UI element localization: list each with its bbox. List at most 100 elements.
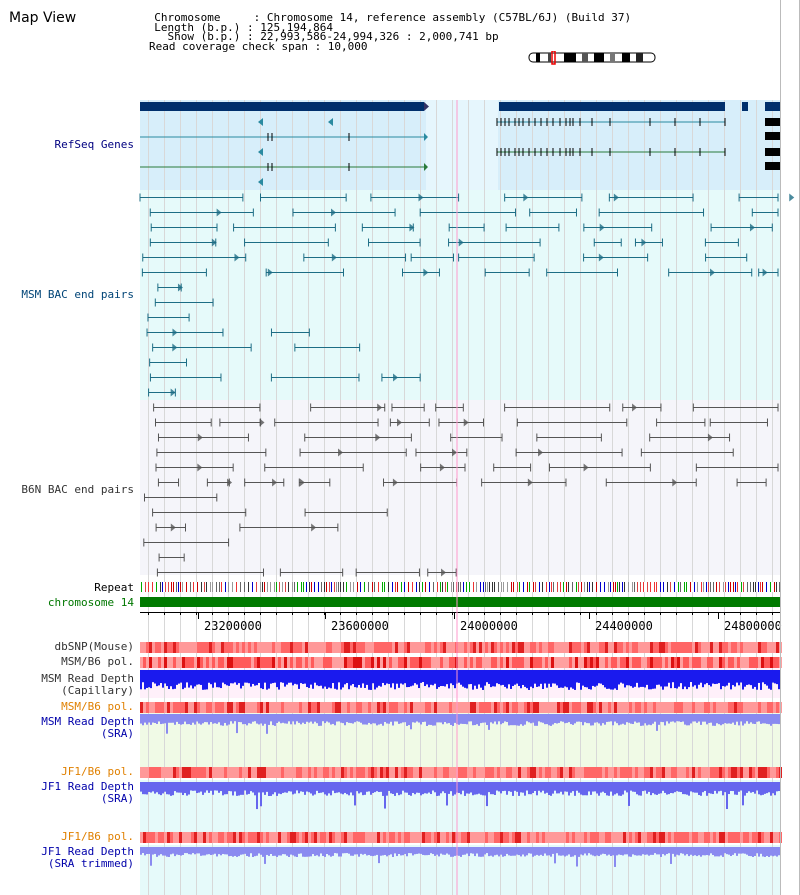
jf1-pol-cell xyxy=(299,767,302,778)
msm-bac-pair-arrow xyxy=(598,253,604,262)
jf1-depth-trim-bar xyxy=(294,847,296,857)
jf1-depth-trim-bar xyxy=(564,847,566,857)
jf1-depth-trim-bar xyxy=(286,847,288,856)
dbsnp-cell xyxy=(305,642,308,653)
msm-depth-cap-bar xyxy=(726,670,728,686)
jf1-depth-sra-bar xyxy=(352,782,354,796)
jf1-depth-sra-bar xyxy=(600,782,602,793)
msm-pol2-cell xyxy=(305,702,308,713)
msm-depth-sra-bar xyxy=(280,714,282,724)
jf1-depth-trim-bar xyxy=(700,847,702,857)
msm-pol-cell xyxy=(641,657,644,668)
msm-depth-cap-bar xyxy=(710,670,712,687)
msm-depth-cap-bar xyxy=(730,670,732,690)
repeat-element xyxy=(292,582,293,592)
jf1-pol2-cell xyxy=(719,832,722,843)
dbsnp-cell xyxy=(470,642,473,653)
jf1-pol-cell xyxy=(413,767,416,778)
repeat-element xyxy=(274,582,275,592)
jf1-pol2-cell xyxy=(152,832,155,843)
dbsnp-cell xyxy=(233,642,236,653)
jf1-depth-trim-bar xyxy=(458,847,460,856)
msm-depth-sra-bar xyxy=(430,714,432,725)
repeat-element xyxy=(384,582,385,592)
jf1-depth-trim-bar xyxy=(496,847,498,855)
msm-pol-cell xyxy=(539,657,542,668)
msm-depth-sra-bar xyxy=(548,714,550,726)
jf1-depth-trim-bar xyxy=(268,847,270,856)
dbsnp-cell xyxy=(167,642,170,653)
jf1-depth-trim-bar xyxy=(288,847,290,857)
jf1-pol2-cell xyxy=(566,832,569,843)
jf1-pol2-cell xyxy=(233,832,236,843)
msm-depth-sra-bar xyxy=(534,714,536,726)
jf1-pol-cell xyxy=(152,767,155,778)
msm-depth-cap-bar xyxy=(658,670,660,685)
msm-depth-sra-bar xyxy=(330,714,332,725)
dbsnp-cell xyxy=(146,642,149,653)
jf1-depth-trim-bar xyxy=(386,847,388,857)
msm-pol2-cell xyxy=(650,702,653,713)
jf1-depth-sra-bar xyxy=(450,782,452,792)
chromosome-ideogram[interactable] xyxy=(528,51,658,65)
msm-pol-cell xyxy=(674,657,677,668)
jf1-pol-cell xyxy=(563,767,566,778)
jf1-depth-sra-bar xyxy=(264,782,266,795)
jf1-depth-trim-bar xyxy=(192,847,194,854)
jf1-pol-cell xyxy=(320,767,323,778)
msm-depth-sra-bar xyxy=(672,714,674,722)
jf1-depth-trim-bar xyxy=(322,847,324,856)
axis-tick-label: 23600000 xyxy=(331,619,389,633)
repeat-element xyxy=(422,582,423,592)
jf1-depth-trim-bar xyxy=(362,847,364,855)
msm-pol2-cell xyxy=(221,702,224,713)
msm-depth-cap-bar xyxy=(300,670,302,684)
jf1-depth-sra-bar xyxy=(466,782,468,794)
jf1-depth-sra-bar xyxy=(690,782,692,792)
msm-depth-cap-bar xyxy=(288,670,290,683)
jf1-depth-trim-bar xyxy=(446,847,448,854)
msm-pol-cell xyxy=(413,657,416,668)
dbsnp-cell xyxy=(551,642,554,653)
jf1-depth-trim-bar xyxy=(670,847,672,864)
msm-depth-sra-bar xyxy=(726,714,728,724)
msm-depth-sra-bar xyxy=(584,714,586,723)
b6n-bac-pair-arrow xyxy=(259,418,265,427)
dbsnp-cell xyxy=(635,642,638,653)
jf1-depth-trim-bar xyxy=(220,847,222,856)
msm-pol2-cell xyxy=(350,702,353,713)
msm-depth-cap-bar xyxy=(450,670,452,684)
jf1-depth-sra-bar xyxy=(468,782,470,794)
msm-pol2-cell xyxy=(182,702,185,713)
jf1-depth-sra-bar xyxy=(510,782,512,792)
msm-depth-sra-bar xyxy=(212,714,214,724)
jf1-pol2-cell xyxy=(263,832,266,843)
msm-depth-cap-bar xyxy=(290,670,292,683)
jf1-depth-sra-bar xyxy=(480,782,482,795)
repeat-element xyxy=(723,582,724,592)
msm-pol-cell xyxy=(236,657,239,668)
msm-pol2-cell xyxy=(743,702,746,713)
msm-pol-cell xyxy=(458,657,461,668)
msm-pol2-cell xyxy=(365,702,368,713)
msm-depth-sra-bar xyxy=(362,714,364,725)
msm-depth-sra-bar xyxy=(558,714,560,723)
msm-depth-sra-bar xyxy=(444,714,446,723)
msm-depth-sra-bar xyxy=(284,714,286,724)
msm-pol-cell xyxy=(194,657,197,668)
msm-pol2-cell xyxy=(290,702,293,713)
msm-depth-sra-bar xyxy=(372,714,374,724)
jf1-depth-sra-bar xyxy=(540,782,542,793)
jf1-depth-sra-bar xyxy=(662,782,664,791)
msm-pol-cell xyxy=(524,657,527,668)
msm-depth-cap-bar xyxy=(778,670,780,690)
dbsnp-cell xyxy=(722,642,725,653)
msm-pol2-cell xyxy=(146,702,149,713)
jf1-depth-sra-bar xyxy=(312,782,314,796)
msm-depth-cap-bar xyxy=(328,670,330,688)
repeat-element xyxy=(686,582,687,592)
jf1-depth-sra-bar xyxy=(722,782,724,796)
msm-depth-sra-bar xyxy=(320,714,322,726)
msm-pol-cell xyxy=(521,657,524,668)
